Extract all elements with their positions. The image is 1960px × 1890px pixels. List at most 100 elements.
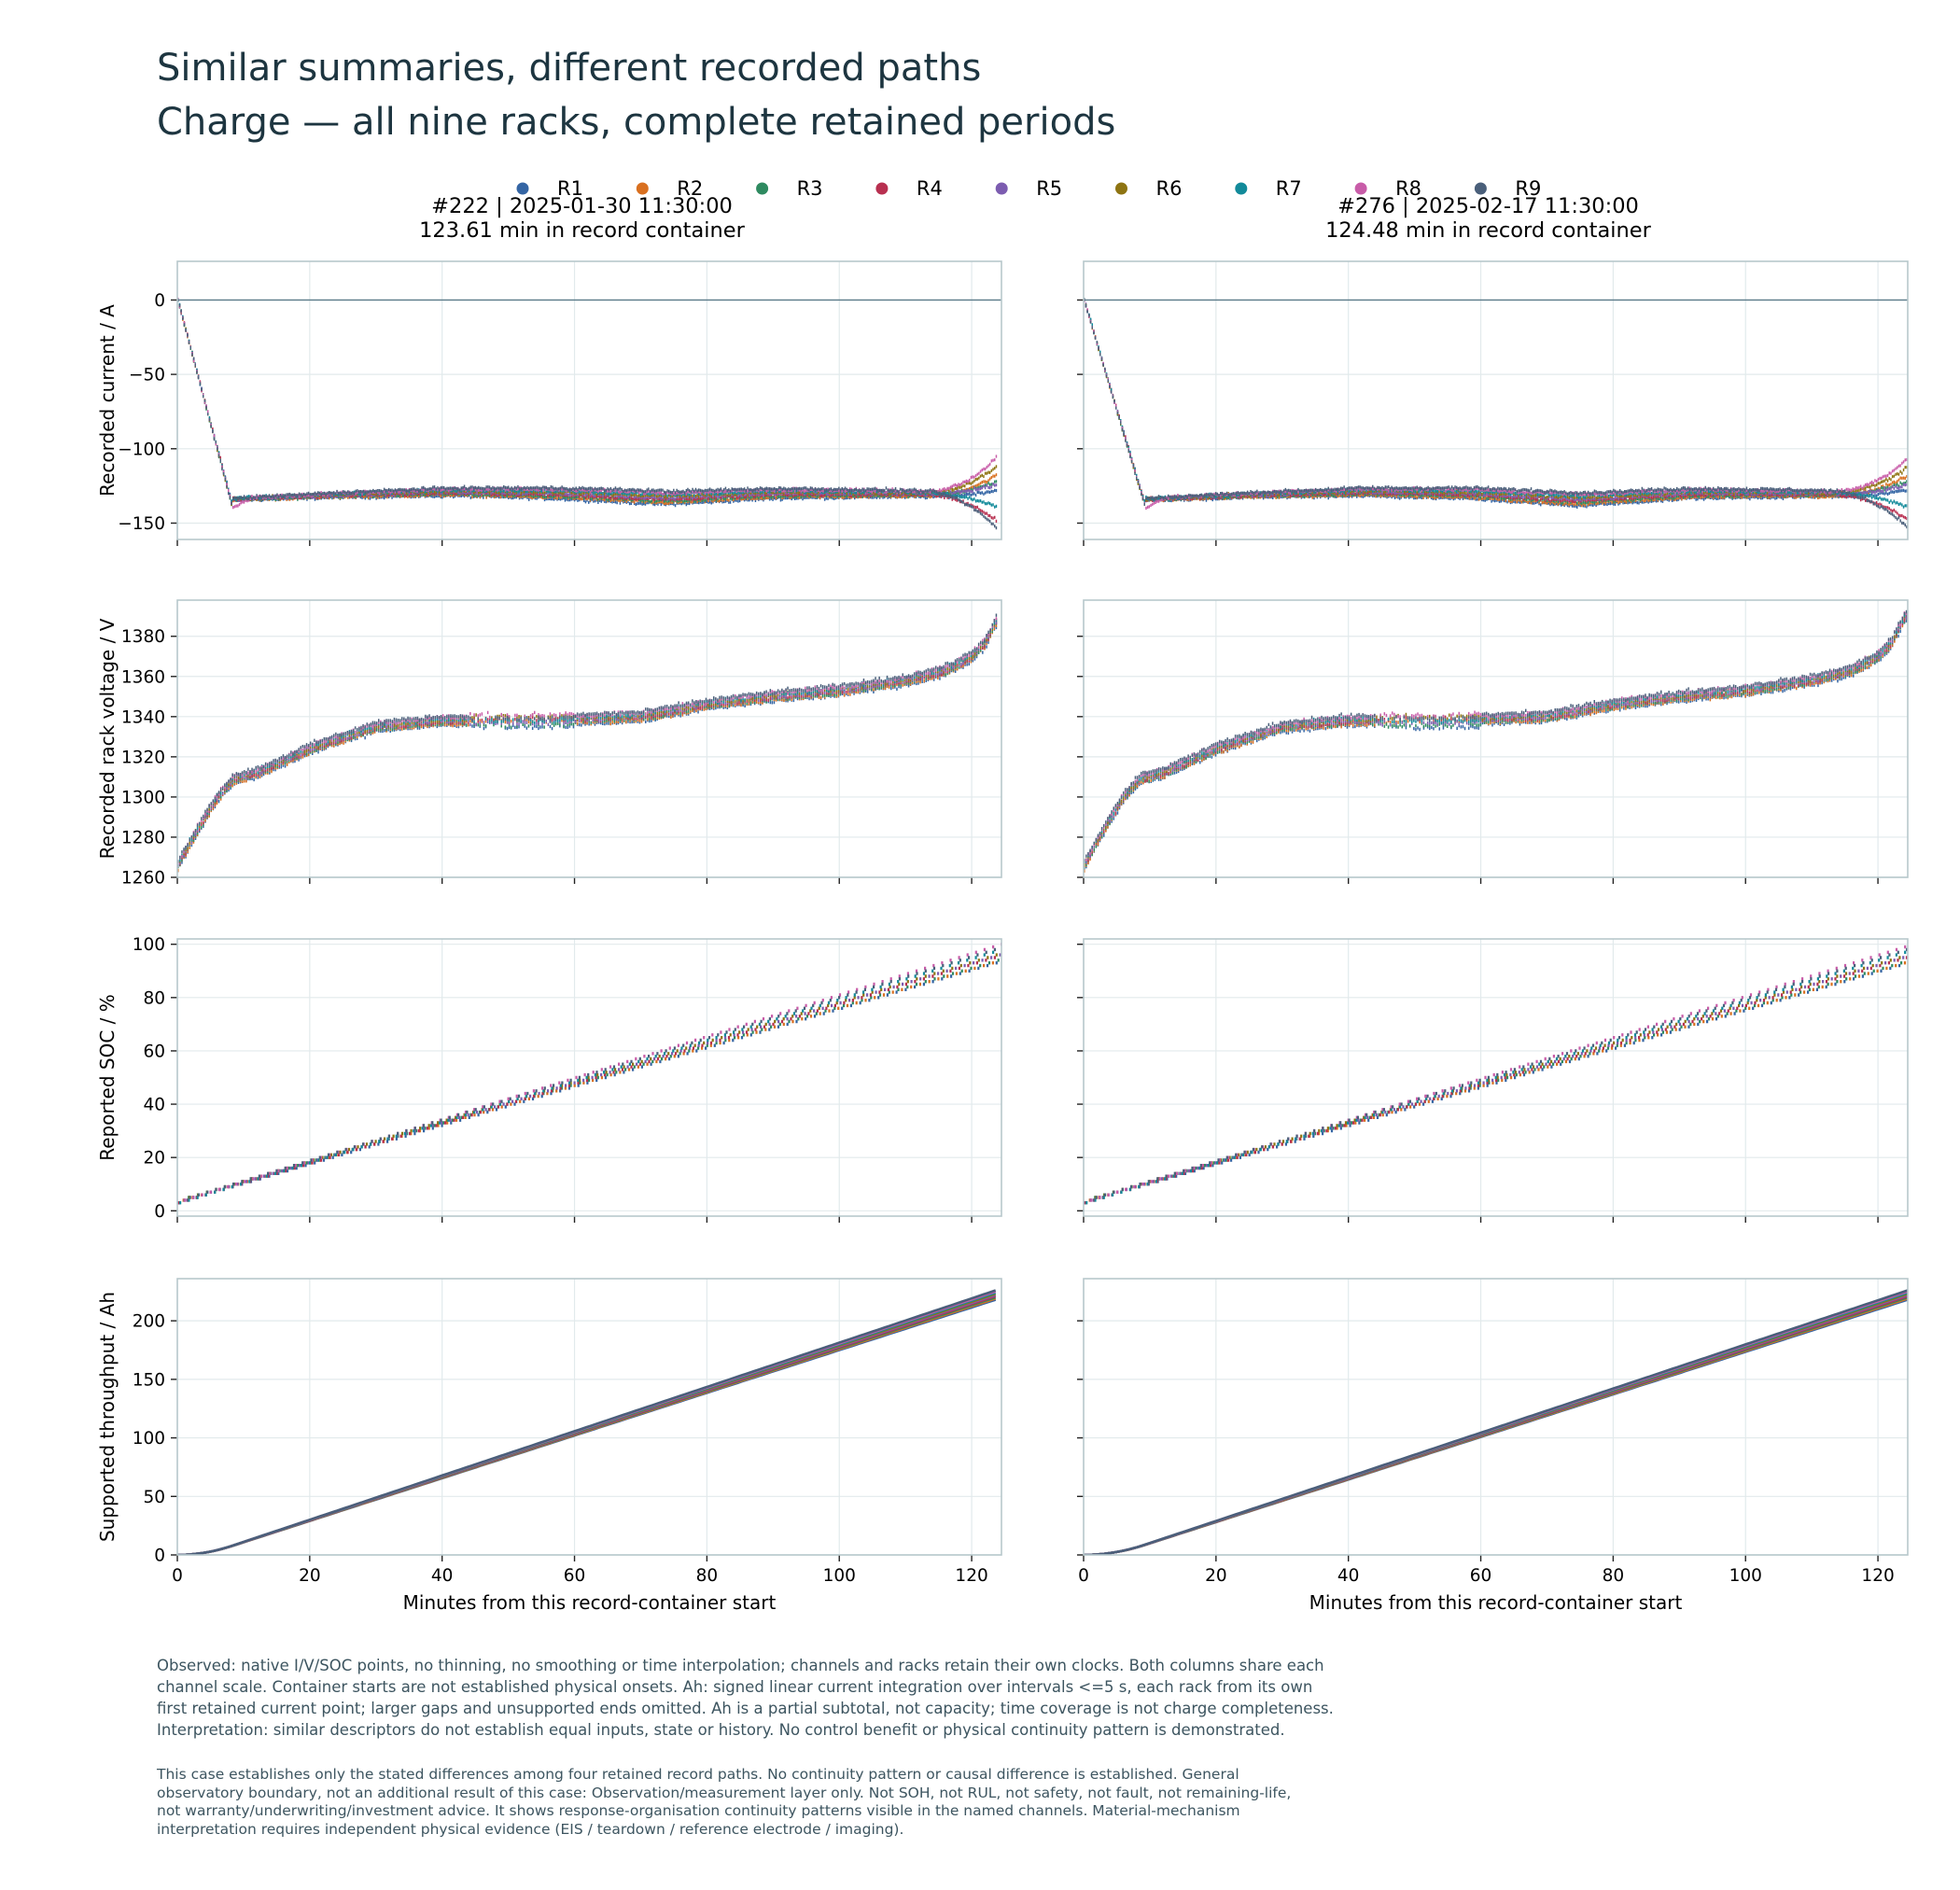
x-axis-label: Minutes from this record-container start (403, 1591, 777, 1614)
legend-label-r5: R5 (1036, 177, 1062, 200)
series-current-r3 (177, 298, 998, 507)
y-tick-label: −50 (129, 366, 165, 385)
series-group (177, 297, 1001, 530)
series-soc-r7 (179, 950, 995, 1205)
x-tick-label: 120 (955, 1566, 987, 1586)
y-tick-label: 80 (143, 988, 165, 1008)
series-group (1084, 298, 1908, 531)
panel-soc-2 (1077, 938, 1909, 1223)
series-voltage-r6 (177, 618, 998, 866)
y-tick-label: 1260 (121, 869, 165, 889)
series-group (177, 613, 998, 873)
note-line: This case establishes only the stated di… (157, 1766, 1239, 1783)
series-group (1084, 609, 1908, 873)
y-tick-label: −150 (118, 514, 165, 534)
boundary-note: This case establishes only the stated di… (157, 1766, 1398, 1839)
y-axis-label-current: Recorded current / A (96, 304, 119, 497)
y-tick-label: 1360 (121, 667, 165, 687)
series-voltage-r4 (1084, 613, 1908, 867)
legend-label-r4: R4 (917, 177, 943, 200)
y-tick-label: 1320 (121, 748, 165, 767)
series-voltage-r5 (1084, 615, 1908, 866)
series-voltage-r3 (1084, 615, 1908, 869)
legend-label-r6: R6 (1156, 177, 1183, 200)
note-line: interpretation requires independent phys… (157, 1820, 904, 1838)
series-group (1084, 1289, 1908, 1555)
axes-frame (1083, 1278, 1909, 1556)
series-current-r5 (1084, 298, 1908, 506)
legend-marker-r3 (756, 182, 769, 195)
legend-marker-r2 (636, 182, 649, 195)
legend-label-r9: R9 (1515, 177, 1541, 200)
series-current-r5 (177, 298, 998, 504)
x-tick-label: 20 (299, 1566, 321, 1586)
y-tick-label: 1280 (121, 828, 165, 847)
y-tick-label: 20 (143, 1149, 165, 1169)
x-tick-label: 20 (1205, 1566, 1227, 1586)
series-current-r8 (177, 297, 998, 510)
panel-soc-1: 0 20 40 60 80 100 (133, 935, 1002, 1223)
panel-current-2 (1077, 260, 1909, 546)
column-title-1: #222 | 2025-01-30 11:30:00 (431, 194, 733, 218)
series-current-r7 (1084, 299, 1908, 509)
note-line: first retained current point; larger gap… (157, 1700, 1334, 1717)
x-tick-label: 60 (1470, 1566, 1492, 1586)
x-axis-label: Minutes from this record-container start (1309, 1591, 1683, 1614)
series-soc-r7 (1085, 950, 1907, 1205)
series-soc-r9 (1095, 947, 1908, 1199)
legend-label-r8: R8 (1395, 177, 1421, 200)
y-tick-label: 1380 (121, 627, 165, 647)
y-tick-label: 200 (133, 1312, 165, 1332)
column-subtitle-2: 124.48 min in record container (1325, 218, 1652, 243)
x-tick-label: 60 (564, 1566, 586, 1586)
axes-frame (1083, 260, 1909, 540)
y-tick-label: 100 (133, 935, 165, 955)
legend-marker-r6 (1115, 182, 1127, 195)
y-tick-label: 0 (154, 291, 165, 311)
legend-label-r3: R3 (797, 177, 823, 200)
x-tick-label: 80 (696, 1566, 719, 1586)
axes-frame (176, 260, 1002, 540)
series-voltage-r6 (1084, 612, 1908, 867)
x-tick-label: 40 (1337, 1566, 1360, 1586)
series-voltage-r1 (1084, 618, 1908, 872)
x-tick-label: 0 (1078, 1566, 1089, 1586)
series-current-r3 (1084, 298, 1908, 505)
y-tick-label: 50 (143, 1488, 165, 1507)
y-axis-label-voltage: Recorded rack voltage / V (96, 618, 119, 859)
y-tick-label: 60 (143, 1042, 165, 1061)
panel-ah-2: 0 20 40 60 80 100 120 Minutes from this record-… (1077, 1278, 1909, 1614)
figure-title-line-1: Similar summaries, different recorded pa… (157, 47, 982, 90)
series-current-r2 (177, 298, 998, 506)
observation-note: Observed: native I/V/SOC points, no thin… (157, 1655, 1398, 1741)
series-ah-r9 (1084, 1289, 1908, 1555)
legend-marker-r4 (875, 182, 889, 195)
figure-title-line-2: Charge — all nine racks, complete retain… (157, 101, 1116, 144)
series-current-r1 (177, 298, 998, 508)
panel-current-1: 0 −50 −100 −150 (118, 260, 1002, 546)
y-tick-label: 40 (143, 1096, 165, 1115)
series-group (1084, 945, 1908, 1205)
legend-marker-r5 (995, 182, 1008, 195)
y-tick-label: 150 (133, 1370, 165, 1390)
series-voltage-r4 (177, 621, 998, 867)
y-axis-label-soc: Reported SOC / % (96, 994, 119, 1161)
y-axis-label-ah: Supported throughput / Ah (96, 1292, 119, 1542)
x-tick-label: 100 (1729, 1566, 1762, 1586)
series-voltage-r3 (177, 622, 998, 869)
axes-frame (176, 938, 1002, 1217)
y-tick-label: −100 (118, 440, 165, 459)
series-soc-r9 (189, 947, 996, 1199)
legend-marker-r9 (1474, 182, 1487, 195)
series-voltage-r5 (177, 621, 998, 867)
legend-label-r1: R1 (557, 177, 583, 200)
series-current-r6 (177, 299, 998, 506)
legend-label-r7: R7 (1276, 177, 1302, 200)
panel-ah-1: 0 20 40 60 80 100 120 0 50 100 150 200 Minutes from … (133, 1278, 1002, 1614)
series-current-r6 (1084, 299, 1908, 506)
series-voltage-r9 (177, 613, 998, 863)
axes-frame (1083, 599, 1909, 878)
column-title-2: #276 | 2025-02-17 11:30:00 (1337, 194, 1639, 218)
series-voltage-r8 (177, 617, 998, 865)
